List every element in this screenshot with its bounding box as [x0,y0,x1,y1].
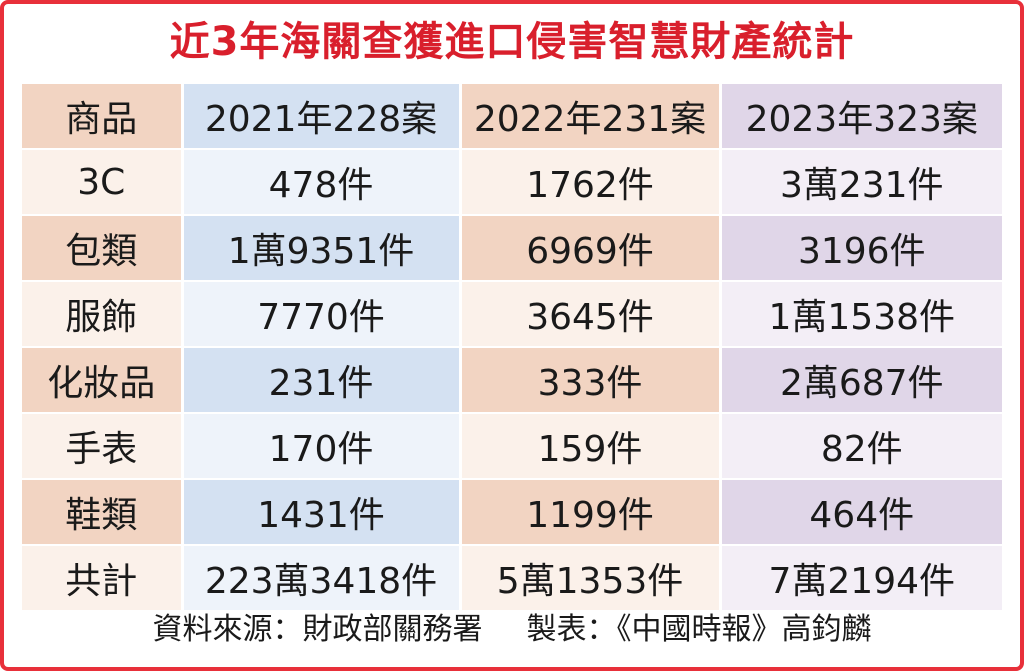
column-header-year: 2021年228案 [180,84,460,149]
column-header-product: 商品 [22,84,182,149]
table-cell: 5萬1353件 [458,544,720,610]
table-row: 服飾 7770件 3645件 1萬1538件 [22,280,1002,347]
table-row: 化妝品 231件 333件 2萬687件 [22,346,1002,413]
author-credit: 製表：《中國時報》高鈞麟 [526,612,872,647]
table-row: 包類 1萬9351件 6969件 3196件 [22,214,1002,281]
table-cell: 478件 [180,148,460,215]
table-row: 手表 170件 159件 82件 [22,412,1002,479]
table-cell: 7770件 [180,280,460,347]
table-cell: 231件 [180,346,460,413]
table-row: 共計 223萬3418件 5萬1353件 7萬2194件 [22,544,1002,610]
table-cell: 82件 [718,412,1002,479]
table-cell: 3萬231件 [718,148,1002,215]
table-cell: 170件 [180,412,460,479]
table-cell: 6969件 [458,214,720,281]
footer: 資料來源：財政部關務署 製表：《中國時報》高鈞麟 [22,604,1002,656]
table-cell: 1431件 [180,478,460,545]
header-row: 商品 2021年228案 2022年231案 2023年323案 [22,84,1002,149]
table-body: 商品 2021年228案 2022年231案 2023年323案 3C 478件 1762件… [22,84,1002,610]
table-cell: 1199件 [458,478,720,545]
table-cell: 2萬687件 [718,346,1002,413]
table-cell: 1萬9351件 [180,214,460,281]
table-cell: 223萬3418件 [180,544,460,610]
row-label: 化妝品 [22,346,182,413]
table-cell: 464件 [718,478,1002,545]
column-header-year: 2023年323案 [718,84,1002,149]
table-cell: 159件 [458,412,720,479]
table-cell: 3196件 [718,214,1002,281]
column-header-year: 2022年231案 [458,84,720,149]
table-cell: 7萬2194件 [718,544,1002,610]
table-row: 鞋類 1431件 1199件 464件 [22,478,1002,545]
row-label: 服飾 [22,280,182,347]
table-cell: 3645件 [458,280,720,347]
table-cell: 1762件 [458,148,720,215]
row-label: 手表 [22,412,182,479]
row-label: 共計 [22,544,182,610]
row-label: 包類 [22,214,182,281]
table-cell: 1萬1538件 [718,280,1002,347]
row-label: 3C [22,148,182,215]
statistics-table: 商品 2021年228案 2022年231案 2023年323案 3C 478件 1762件… [22,84,1002,610]
chart-title: 近3年海關查獲進口侵害智慧財產統計 [169,19,855,65]
row-label: 鞋類 [22,478,182,545]
source-credit: 資料來源：財政部關務署 [152,612,483,647]
table-cell: 333件 [458,346,720,413]
table-row: 3C 478件 1762件 3萬231件 [22,148,1002,215]
